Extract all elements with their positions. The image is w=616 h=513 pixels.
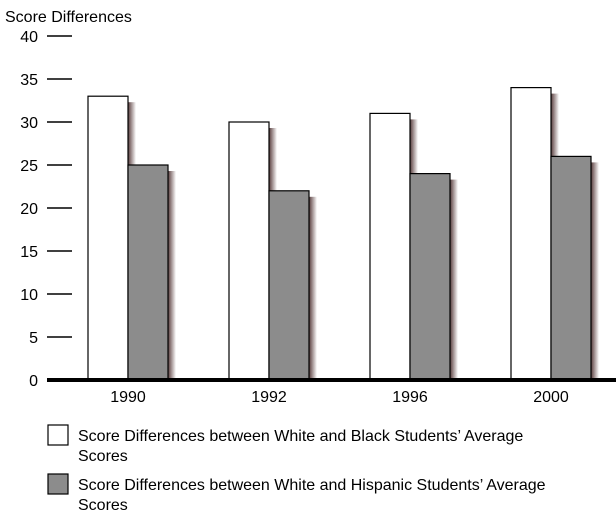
y-tick-label: 0 — [29, 373, 38, 390]
legend-label-series-1: Score Differences between White and Blac… — [78, 428, 523, 445]
y-tick-label: 40 — [20, 29, 38, 46]
y-axis: 0 5 10 15 20 25 30 35 40 — [20, 29, 72, 390]
y-tick-label: 35 — [20, 72, 38, 89]
y-tick-label: 15 — [20, 244, 38, 261]
y-axis-label: Score Differences — [5, 9, 132, 26]
bar-series-1-1996 — [369, 112, 411, 381]
x-tick-label: 1996 — [392, 389, 428, 406]
bars — [87, 86, 599, 381]
y-tick-label: 20 — [20, 201, 38, 218]
bar-shadow — [309, 196, 317, 380]
bar-series-2-1996 — [409, 173, 451, 381]
y-tick-label: 30 — [20, 115, 38, 132]
bar-shadow — [591, 162, 599, 380]
y-tick-label: 5 — [29, 330, 38, 347]
x-tick-label: 1992 — [251, 389, 287, 406]
bar-shadow — [168, 171, 176, 380]
legend-label-series-1: Scores — [78, 448, 128, 465]
legend-swatch-series-2 — [47, 473, 69, 495]
x-tick-label: 2000 — [533, 389, 569, 406]
y-tick-label: 25 — [20, 158, 38, 175]
legend-swatch-series-1 — [47, 424, 69, 446]
bar-series-1-1990 — [87, 95, 129, 381]
legend: Score Differences between White and Blac… — [47, 424, 546, 513]
bar-series-1-2000 — [510, 86, 552, 381]
x-axis: 1990 1992 1996 2000 — [47, 378, 616, 406]
bar-series-2-2000 — [550, 155, 592, 381]
x-tick-label: 1990 — [110, 389, 146, 406]
legend-label-series-2: Score Differences between White and Hisp… — [78, 477, 546, 494]
bar-shadow — [450, 179, 458, 380]
bar-series-1-1992 — [228, 121, 270, 381]
bar-series-2-1990 — [127, 164, 169, 381]
legend-label-series-2: Scores — [78, 497, 128, 513]
bar-series-2-1992 — [268, 190, 310, 381]
y-tick-label: 10 — [20, 287, 38, 304]
